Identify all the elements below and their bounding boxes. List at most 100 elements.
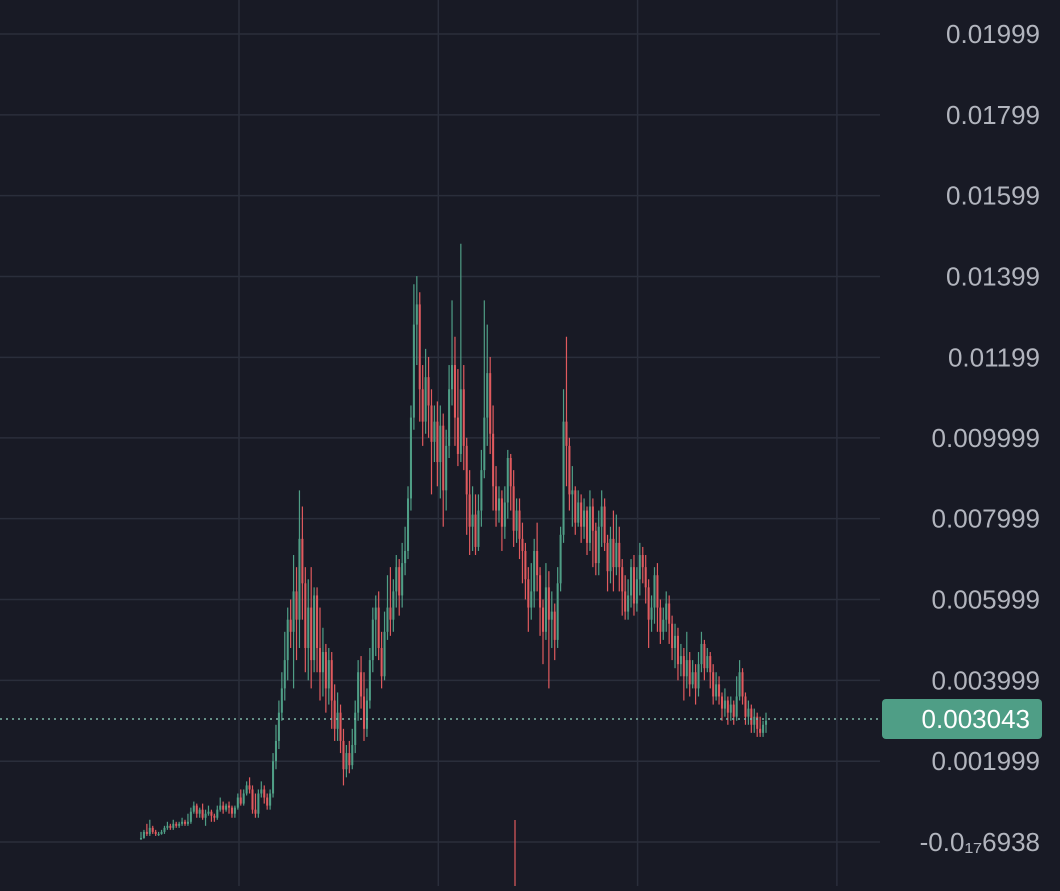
candle-up xyxy=(298,490,301,648)
candle-body xyxy=(362,696,366,729)
candle-body xyxy=(421,389,424,422)
candle-body xyxy=(506,458,509,503)
candle-body xyxy=(395,567,398,592)
candle-up xyxy=(691,660,694,689)
candle-body xyxy=(157,833,160,836)
candle-body xyxy=(521,538,524,551)
candle-up xyxy=(723,688,726,717)
candle-down xyxy=(732,700,735,725)
candle-up xyxy=(345,744,348,778)
candle-down xyxy=(500,490,503,551)
candle-down xyxy=(618,526,621,592)
candle-up xyxy=(433,405,436,463)
candle-body xyxy=(260,789,263,794)
candles xyxy=(139,243,768,886)
candle-body xyxy=(169,825,172,828)
candle-up xyxy=(163,825,166,834)
candle-up xyxy=(272,753,275,798)
candle-down xyxy=(427,356,430,438)
candle-body xyxy=(404,550,407,564)
candle-up xyxy=(577,490,580,527)
candle-body xyxy=(371,619,374,661)
candle-down xyxy=(574,486,577,535)
candle-up xyxy=(269,789,272,810)
candle-body xyxy=(213,815,216,818)
candle-body xyxy=(647,587,650,620)
candle-body xyxy=(242,793,245,804)
candle-up xyxy=(225,803,228,812)
candle-body xyxy=(345,753,348,770)
candle-body xyxy=(239,797,242,804)
candle-body xyxy=(321,652,324,673)
candle-up xyxy=(406,486,410,560)
candle-body xyxy=(565,421,568,446)
candle-body xyxy=(559,534,562,584)
candle-up xyxy=(351,728,354,770)
candle-body xyxy=(474,514,477,547)
candle-body xyxy=(409,417,412,499)
candle-body xyxy=(436,421,439,463)
candle-body xyxy=(342,740,345,770)
candle-body xyxy=(459,389,462,454)
candle-body xyxy=(697,664,700,689)
price-axis[interactable]: 0.01999 0.01799 0.01599 0.01399 0.01199 0.009… xyxy=(920,19,1040,857)
candle-body xyxy=(612,538,615,568)
candle-up xyxy=(550,591,553,648)
candle-up xyxy=(354,700,357,754)
candle-body xyxy=(495,486,498,511)
candle-up xyxy=(588,490,591,551)
candle-body xyxy=(357,672,360,713)
candle-body xyxy=(524,550,527,580)
candle-down xyxy=(659,599,662,644)
candle-body xyxy=(339,712,342,741)
candle-body xyxy=(327,660,330,689)
candle-body xyxy=(418,304,421,390)
candle-body xyxy=(741,672,744,697)
last-price-badge: 0.003043 xyxy=(882,699,1042,740)
y-tick-label: 0.01599 xyxy=(946,181,1040,211)
candle-body xyxy=(301,538,304,584)
candle-up xyxy=(409,405,412,511)
candle-body xyxy=(316,595,319,648)
candle-body xyxy=(571,490,574,495)
candle-down xyxy=(333,684,336,741)
candle-up xyxy=(260,781,263,798)
candle-body xyxy=(451,365,454,390)
candle-up xyxy=(172,819,175,830)
candle-down xyxy=(603,498,606,551)
last-price-label: 0.003043 xyxy=(922,704,1030,734)
candle-down xyxy=(676,627,679,681)
candle-up xyxy=(415,276,418,366)
candle-down xyxy=(741,668,744,705)
candle-body xyxy=(181,821,184,824)
candle-body xyxy=(556,583,559,640)
candle-body xyxy=(248,785,251,790)
candle-down xyxy=(228,801,231,814)
candle-body xyxy=(380,647,383,677)
candle-body xyxy=(166,825,169,828)
candle-body xyxy=(295,591,298,620)
candle-up xyxy=(280,672,283,721)
candle-body xyxy=(632,567,635,604)
candle-down xyxy=(720,692,724,721)
candle-up xyxy=(233,805,236,818)
candle-up xyxy=(439,405,442,499)
candle-up xyxy=(236,793,239,810)
candle-down xyxy=(266,793,269,810)
candle-up xyxy=(192,801,195,814)
candle-body xyxy=(448,389,451,446)
candle-up xyxy=(459,243,462,463)
candle-body xyxy=(192,805,195,812)
candle-body xyxy=(172,823,175,828)
candle-up xyxy=(277,700,280,750)
candle-down xyxy=(169,823,172,830)
candle-down xyxy=(339,704,342,754)
candle-body xyxy=(668,603,671,624)
candle-down xyxy=(145,823,148,836)
candle-body xyxy=(662,619,665,632)
candle-body xyxy=(189,811,192,822)
candle-body xyxy=(720,696,724,709)
